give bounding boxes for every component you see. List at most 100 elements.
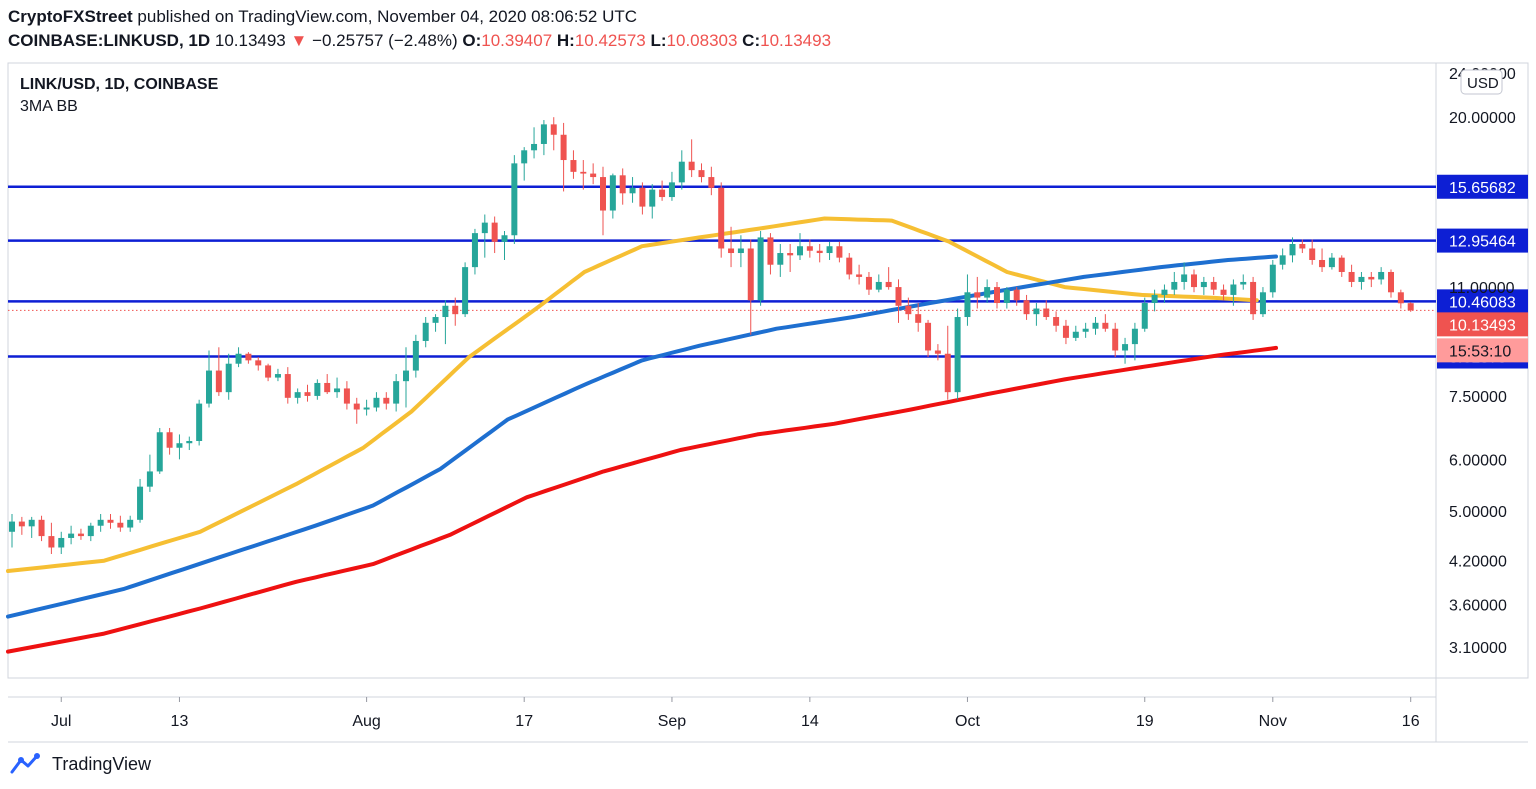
axes: 3.10000 3.60000 4.20000 5.00000 6.00000 7.500… xyxy=(51,66,1516,730)
candle xyxy=(1092,317,1099,335)
candle xyxy=(885,267,892,290)
plot-border xyxy=(7,62,1529,679)
ohlc-header: COINBASE:LINKUSD, 1D 10.13493 ▼ −0.25757… xyxy=(8,31,831,51)
candle-body xyxy=(28,519,35,527)
candle-body xyxy=(944,353,951,393)
candle-body xyxy=(127,519,134,528)
currency-label: USD xyxy=(1467,75,1499,92)
candle-body xyxy=(806,246,813,251)
candle xyxy=(422,317,429,348)
candle xyxy=(649,184,656,219)
candle-body xyxy=(560,134,567,161)
candle-body xyxy=(757,237,764,301)
candle-body xyxy=(452,305,459,315)
x-tick-label: 19 xyxy=(1136,713,1154,730)
candle xyxy=(1141,297,1148,332)
candle-body xyxy=(856,274,863,277)
low-value: 10.08303 xyxy=(666,31,738,50)
candle-body xyxy=(836,246,843,258)
candle-body xyxy=(1023,300,1030,315)
candle-body xyxy=(1043,308,1050,318)
y-tick-label: 11.00000 xyxy=(1449,280,1515,297)
publisher-name[interactable]: CryptoFXStreet xyxy=(8,7,133,26)
candle xyxy=(521,147,528,181)
candle-body xyxy=(1338,257,1345,272)
candle xyxy=(235,347,242,368)
candle-body xyxy=(580,171,587,174)
x-tick-label: 13 xyxy=(171,713,189,730)
candle-body xyxy=(255,360,262,366)
candle-body xyxy=(481,222,488,234)
candle-body xyxy=(609,175,616,211)
candle-body xyxy=(1191,274,1197,288)
candle-body xyxy=(1328,257,1335,268)
candle xyxy=(737,235,744,268)
candle xyxy=(501,230,508,260)
candle xyxy=(1181,262,1188,290)
candle-body xyxy=(1072,331,1079,338)
candle-body xyxy=(442,305,449,318)
candle xyxy=(442,300,449,345)
tradingview-brand[interactable]: TradingView xyxy=(10,752,151,776)
candle-body xyxy=(600,177,606,211)
candle xyxy=(462,262,469,318)
candle xyxy=(570,150,577,179)
candle-body xyxy=(1250,281,1257,315)
candle xyxy=(1358,271,1365,290)
candle-body xyxy=(698,170,705,178)
high-label: H: xyxy=(556,31,575,50)
x-tick-label: Oct xyxy=(955,713,980,730)
candle-body xyxy=(915,314,922,323)
candle-body xyxy=(678,161,685,183)
candle xyxy=(1250,276,1257,320)
candle xyxy=(1348,264,1355,288)
candle-body xyxy=(77,533,84,537)
candle-body xyxy=(1220,289,1227,295)
candle-body xyxy=(1102,322,1109,329)
candle-body xyxy=(274,374,281,378)
candle xyxy=(531,127,538,159)
candle xyxy=(1151,289,1158,312)
candle xyxy=(698,163,705,183)
candle xyxy=(294,388,301,404)
close-value: 10.13493 xyxy=(760,31,832,50)
candle xyxy=(324,374,331,395)
candle-body xyxy=(797,246,803,256)
candle xyxy=(1161,284,1168,304)
candle-body xyxy=(688,161,695,171)
candle xyxy=(1269,259,1276,298)
candle xyxy=(639,182,646,215)
candle xyxy=(619,168,626,205)
candle xyxy=(1171,271,1178,295)
candle xyxy=(580,160,587,190)
candle xyxy=(1191,269,1197,293)
candle-body xyxy=(1407,303,1414,311)
candle-body xyxy=(1358,276,1365,282)
candle xyxy=(363,399,370,416)
candle xyxy=(225,353,232,400)
ma-mid-line xyxy=(6,254,1278,619)
currency-badge[interactable]: USD xyxy=(1460,69,1503,95)
candle-body xyxy=(1289,244,1296,256)
candle-body xyxy=(137,486,144,520)
symbol: COINBASE:LINKUSD, 1D xyxy=(8,31,211,50)
candle xyxy=(18,516,25,535)
candle xyxy=(1407,302,1414,312)
candle xyxy=(1319,248,1326,272)
candle-body xyxy=(1269,264,1276,293)
candle xyxy=(964,274,971,326)
horizontal-levels: 15.6568212.9546410.460838.6157910.134931… xyxy=(8,174,1528,369)
candle-body xyxy=(176,443,183,448)
candle xyxy=(905,297,912,320)
candle xyxy=(826,241,833,260)
candle xyxy=(994,281,1000,309)
candle xyxy=(186,436,193,451)
candle-body xyxy=(875,281,882,290)
candle-body xyxy=(1309,248,1316,260)
candle xyxy=(127,515,134,532)
candle xyxy=(954,308,961,400)
candle-body xyxy=(1378,271,1385,280)
candle xyxy=(87,522,94,542)
high-value: 10.42573 xyxy=(574,31,646,50)
